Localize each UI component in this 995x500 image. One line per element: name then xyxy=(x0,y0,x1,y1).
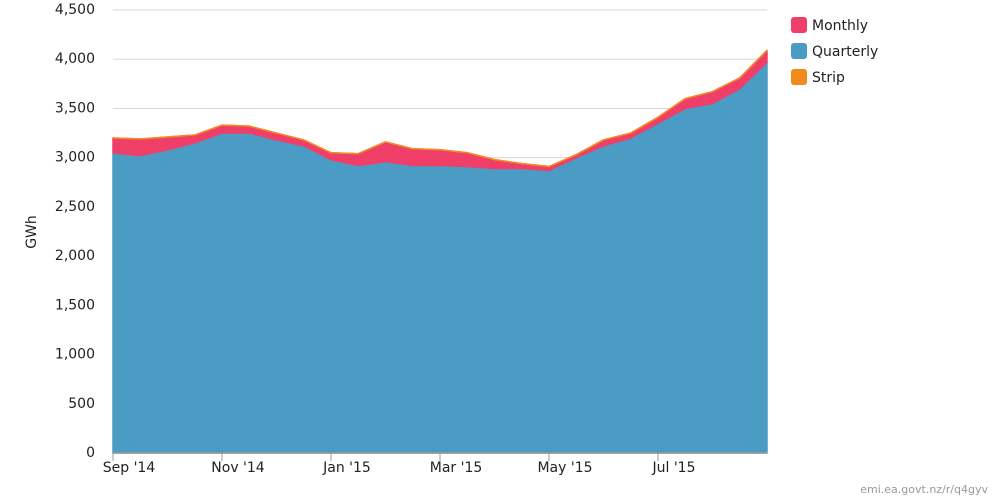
x-tick-label: Mar '15 xyxy=(430,460,483,476)
y-tick-label: 2,000 xyxy=(55,248,95,264)
legend-swatch xyxy=(791,17,807,33)
x-tick-label: Jan '15 xyxy=(322,460,371,476)
y-tick-label: 1,500 xyxy=(55,297,95,313)
x-tick-label: Sep '14 xyxy=(103,460,156,476)
y-tick-label: 3,000 xyxy=(55,150,95,166)
x-tick-label: Nov '14 xyxy=(211,460,265,476)
x-tick-label: Jul '15 xyxy=(651,460,695,476)
legend-label: Quarterly xyxy=(812,44,878,60)
y-tick-label: 4,500 xyxy=(55,2,95,18)
y-tick-label: 500 xyxy=(68,396,95,412)
source: emi.ea.govt.nz/r/q4gyv xyxy=(860,483,988,496)
legend-swatch xyxy=(791,69,807,85)
x-tick-label: May '15 xyxy=(537,460,592,476)
y-tick-label: 3,500 xyxy=(55,100,95,116)
y-tick-label: 1,000 xyxy=(55,347,95,363)
legend-label: Strip xyxy=(812,70,845,86)
area xyxy=(112,61,768,454)
area xyxy=(112,49,768,168)
legend-swatch xyxy=(791,43,807,59)
y-axis-label: GWh xyxy=(24,215,40,249)
y-tick-label: 2,500 xyxy=(55,199,95,215)
legend-label: Monthly xyxy=(812,18,868,34)
y-tick-label: 0 xyxy=(86,445,95,461)
y-tick-label: 4,000 xyxy=(55,51,95,67)
